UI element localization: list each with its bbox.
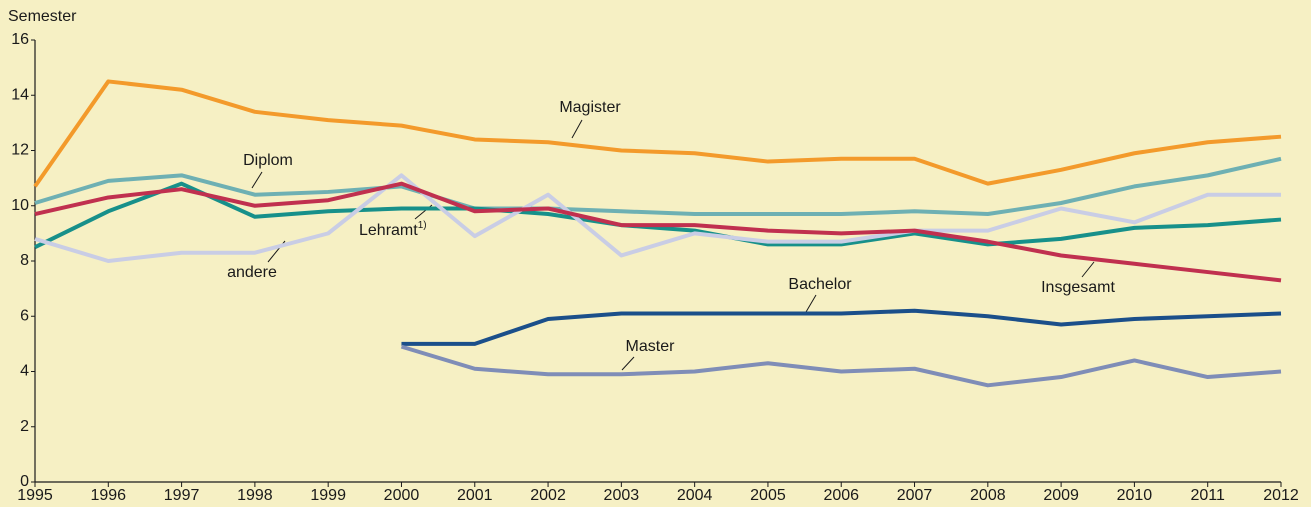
leader-line bbox=[805, 294, 817, 313]
x-tick-label: 2007 bbox=[897, 487, 933, 504]
x-tick-label: 2011 bbox=[1191, 487, 1226, 504]
series-line bbox=[401, 308, 1282, 346]
x-tick-label: 2004 bbox=[677, 487, 713, 504]
y-tick-label: 8 bbox=[20, 252, 29, 269]
series-line bbox=[34, 156, 1282, 217]
y-tick-label: 14 bbox=[11, 86, 29, 103]
leader-lines bbox=[251, 119, 1095, 371]
x-tick-label: 1999 bbox=[310, 487, 346, 504]
x-tick-label: 1995 bbox=[17, 487, 53, 504]
x-tick-label: 2009 bbox=[1043, 487, 1079, 504]
y-tick-label: 0 bbox=[20, 473, 29, 490]
series-line bbox=[400, 344, 1282, 388]
series-label: Magister bbox=[559, 99, 621, 116]
x-tick-label: 2006 bbox=[823, 487, 859, 504]
x-tick-label: 2003 bbox=[604, 487, 640, 504]
series-label: Lehramt1) bbox=[359, 220, 427, 240]
x-tick-label: 2001 bbox=[457, 487, 493, 504]
x-tick-label: 2008 bbox=[970, 487, 1006, 504]
series-label: Insgesamt bbox=[1041, 279, 1115, 296]
y-tick-label: 12 bbox=[11, 142, 29, 159]
y-axis-label: Semester bbox=[8, 8, 77, 25]
series-line bbox=[34, 173, 1281, 263]
series-line bbox=[33, 79, 1282, 188]
leader-line bbox=[621, 356, 635, 371]
series-line bbox=[34, 181, 1282, 249]
footnote-marker: 1) bbox=[418, 220, 427, 231]
x-tick-label: 2012 bbox=[1263, 487, 1299, 504]
x-tick-label: 1998 bbox=[237, 487, 273, 504]
x-tick-label: 2005 bbox=[750, 487, 786, 504]
y-tick-label: 4 bbox=[20, 363, 29, 380]
x-tick-label: 2010 bbox=[1117, 487, 1153, 504]
leader-line bbox=[1081, 261, 1095, 278]
x-tick-label: 2000 bbox=[384, 487, 420, 504]
series-line bbox=[34, 181, 1282, 283]
y-tick-label: 16 bbox=[11, 31, 29, 48]
series-label: Bachelor bbox=[788, 276, 852, 293]
x-tick-label: 1997 bbox=[164, 487, 200, 504]
series-label: Master bbox=[626, 338, 676, 355]
leader-line bbox=[251, 171, 263, 189]
x-tick-label: 2002 bbox=[530, 487, 566, 504]
x-tick-label: 1996 bbox=[90, 487, 126, 504]
series-label: Diplom bbox=[243, 152, 293, 169]
series-label: andere bbox=[227, 264, 277, 281]
leader-line bbox=[571, 119, 583, 139]
y-tick-label: 10 bbox=[11, 197, 29, 214]
y-tick-label: 6 bbox=[20, 307, 29, 324]
y-tick-label: 2 bbox=[20, 418, 29, 435]
